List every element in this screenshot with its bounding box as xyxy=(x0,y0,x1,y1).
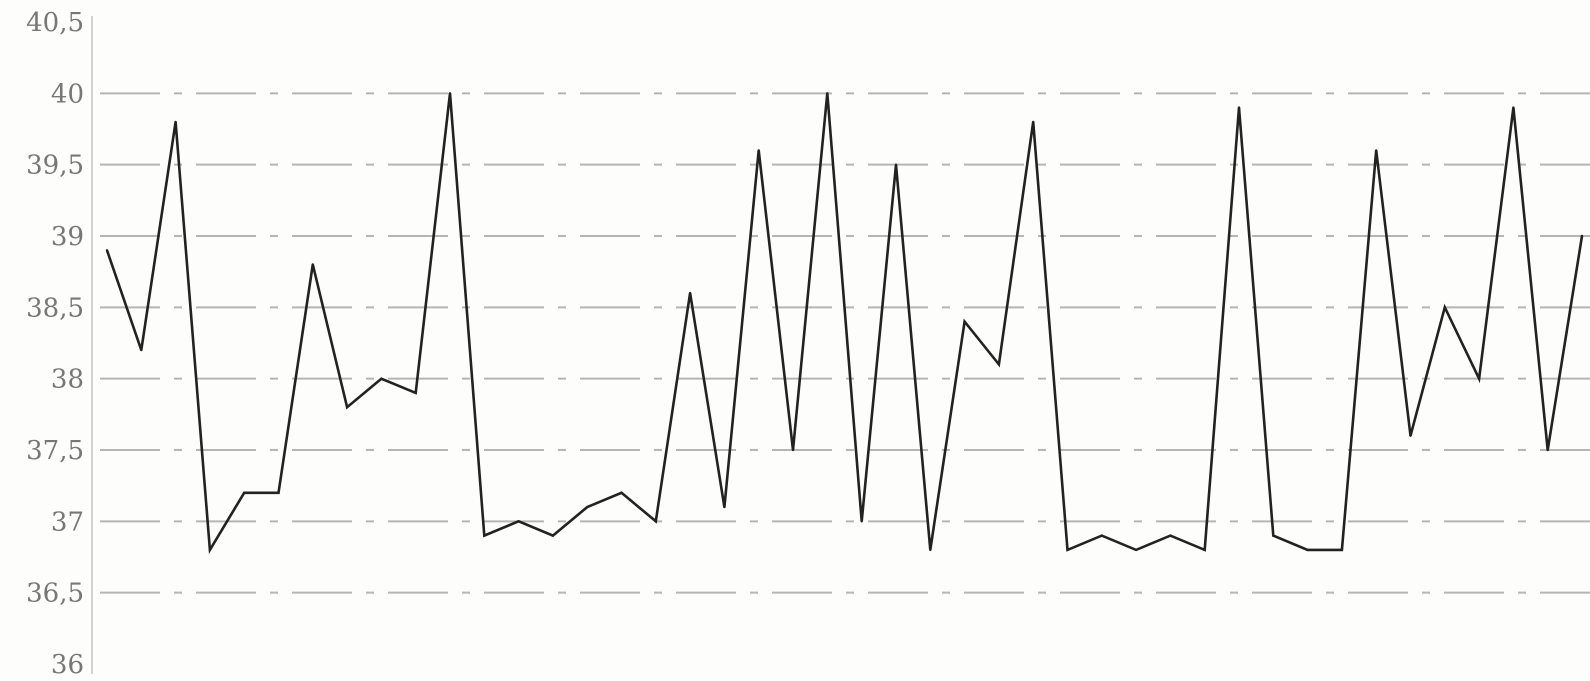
data-point xyxy=(1100,534,1104,537)
series-line xyxy=(105,93,1584,555)
y-tick-label: 39 xyxy=(51,222,84,252)
data-point xyxy=(997,363,1001,366)
data-point xyxy=(894,163,898,166)
data-point xyxy=(380,377,383,380)
data-point xyxy=(1134,548,1138,552)
data-point xyxy=(311,263,314,266)
data-point xyxy=(826,92,829,95)
data-point xyxy=(963,320,966,323)
series-group xyxy=(105,92,1584,555)
data-point xyxy=(551,534,555,537)
data-point xyxy=(1306,548,1309,552)
y-tick-labels: 36 36,5 37 37,5 38 38,5 39 39,5 40 40,5 xyxy=(26,8,84,680)
data-point xyxy=(174,120,177,124)
data-point xyxy=(1512,106,1515,109)
data-point xyxy=(860,520,863,523)
data-point xyxy=(1340,548,1344,552)
data-point xyxy=(1546,448,1549,452)
y-tick-label: 40 xyxy=(51,79,84,109)
data-point xyxy=(243,491,246,494)
data-point xyxy=(1409,434,1412,437)
y-tick-label: 38 xyxy=(51,365,84,395)
data-point xyxy=(140,348,143,352)
y-tick-label: 39,5 xyxy=(26,151,84,181)
data-point xyxy=(1203,548,1206,552)
data-point xyxy=(1375,149,1378,152)
grid-lines xyxy=(100,92,1590,594)
y-tick-label: 37 xyxy=(51,507,84,537)
data-point xyxy=(723,505,726,509)
data-point xyxy=(208,548,212,552)
data-point xyxy=(929,548,932,552)
y-tick-label: 40,5 xyxy=(26,8,84,38)
data-point xyxy=(1580,234,1584,238)
data-point xyxy=(105,249,109,252)
data-point xyxy=(345,406,349,409)
data-point xyxy=(277,491,280,494)
data-point xyxy=(586,505,589,509)
data-point xyxy=(1272,534,1275,537)
y-tick-label: 36,5 xyxy=(26,579,84,609)
data-point xyxy=(620,491,623,494)
data-point xyxy=(1169,534,1172,537)
y-tick-label: 38,5 xyxy=(26,293,84,323)
data-point xyxy=(1032,120,1035,124)
data-point xyxy=(1477,377,1481,380)
data-point xyxy=(654,520,657,523)
data-point xyxy=(483,534,486,537)
data-point xyxy=(1443,306,1447,309)
data-point xyxy=(1066,548,1069,552)
data-point xyxy=(688,291,692,295)
y-tick-label: 36 xyxy=(51,650,84,680)
data-point xyxy=(757,149,760,152)
data-point xyxy=(517,520,520,523)
data-point xyxy=(791,448,795,452)
data-point xyxy=(448,92,452,95)
data-point xyxy=(414,391,417,395)
y-tick-label: 37,5 xyxy=(26,436,84,466)
data-point xyxy=(1237,106,1241,109)
